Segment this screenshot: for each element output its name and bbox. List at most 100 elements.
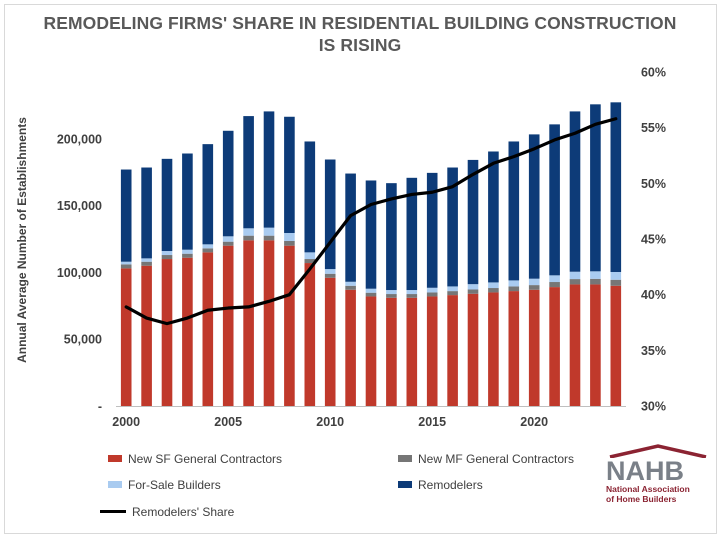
bar-mf-2007	[263, 235, 275, 241]
y2-tick-label: 40%	[641, 288, 666, 302]
bar-mf-2014	[406, 294, 418, 298]
bar-mf-2004	[202, 248, 214, 253]
chart-frame	[4, 4, 717, 534]
legend-swatch-remodelers	[398, 481, 412, 489]
bar-forsale-2014	[406, 290, 418, 295]
bar-sf-2013	[386, 297, 397, 406]
bar-mf-2020	[528, 285, 540, 290]
bar-mf-2011	[345, 285, 356, 290]
legend-swatch-mf	[398, 455, 412, 463]
bar-forsale-2001	[141, 258, 152, 262]
y-axis-title: Annual Average Number of Establishments	[15, 117, 29, 363]
bar-remodelers-2024	[610, 102, 622, 272]
bar-sf-2000	[120, 268, 132, 406]
legend-swatch-forsale	[108, 481, 122, 489]
bar-remodelers-2007	[263, 111, 275, 228]
bar-sf-2023	[590, 284, 601, 406]
bar-mf-2016	[447, 291, 458, 296]
bar-sf-2009	[304, 263, 316, 406]
bar-mf-2024	[610, 279, 622, 286]
bar-remodelers-2020	[528, 134, 540, 279]
bar-remodelers-2008	[284, 116, 295, 233]
bar-remodelers-2003	[182, 153, 193, 250]
bar-remodelers-2000	[120, 169, 132, 262]
y-tick-label: 200,000	[57, 132, 102, 146]
bar-sf-2021	[549, 287, 560, 406]
legend-swatch-sf	[108, 455, 122, 463]
bar-forsale-2002	[161, 251, 173, 256]
bar-sf-2001	[141, 265, 152, 406]
bar-sf-2016	[447, 295, 458, 406]
bar-sf-2005	[222, 245, 234, 406]
legend-item-mf: New MF General Contractors	[398, 452, 574, 466]
bar-mf-2005	[222, 241, 234, 246]
y-tick-label: 100,000	[57, 266, 102, 280]
bar-remodelers-2009	[304, 141, 316, 253]
bar-forsale-2016	[447, 286, 458, 292]
bar-sf-2006	[243, 240, 254, 406]
chart-title: REMODELING FIRMS' SHARE IN RESIDENTIAL B…	[40, 12, 680, 56]
bar-sf-2012	[365, 296, 377, 406]
bar-sf-2002	[161, 259, 173, 406]
bar-mf-2006	[243, 235, 254, 241]
bar-mf-2001	[141, 261, 152, 266]
nahb-logo-line-2: of Home Builders	[606, 494, 677, 504]
bar-forsale-2008	[284, 232, 295, 242]
bar-remodelers-2005	[222, 130, 234, 237]
y2-tick-label: 55%	[641, 121, 666, 135]
legend-item-sf: New SF General Contractors	[108, 452, 282, 466]
bar-mf-2010	[324, 273, 336, 278]
x-tick-label: 2000	[112, 415, 140, 429]
bar-forsale-2005	[222, 236, 234, 242]
chart-title-line-1: REMODELING FIRMS' SHARE IN RESIDENTIAL B…	[43, 13, 677, 33]
series-line-remodelers-share	[124, 117, 618, 326]
bar-remodelers-2006	[243, 116, 254, 229]
bar-forsale-2013	[386, 290, 397, 295]
bar-mf-2018	[488, 288, 499, 293]
bar-forsale-2019	[508, 280, 520, 287]
bar-sf-2011	[345, 289, 356, 406]
bar-forsale-2022	[569, 271, 581, 280]
bar-remodelers-2001	[141, 167, 152, 259]
bar-sf-2020	[528, 289, 540, 406]
bar-sf-2022	[569, 284, 581, 406]
bar-remodelers-2011	[345, 173, 356, 282]
bar-forsale-2000	[120, 261, 132, 265]
bar-sf-2024	[610, 285, 622, 406]
bar-remodelers-2015	[426, 172, 438, 288]
chart-title-line-2: IS RISING	[318, 35, 402, 55]
bar-sf-2014	[406, 297, 418, 406]
y2-tick-label: 45%	[641, 233, 666, 247]
y2-tick-label: 50%	[641, 177, 666, 191]
bar-forsale-2003	[182, 249, 193, 254]
bar-forsale-2009	[304, 252, 316, 260]
x-tick-label: 2015	[418, 415, 446, 429]
bar-forsale-2015	[426, 287, 438, 293]
bar-forsale-2010	[324, 269, 336, 274]
nahb-logo-word: NAHB	[606, 456, 684, 486]
x-tick-label: 2010	[316, 415, 344, 429]
bar-sf-2017	[467, 293, 479, 406]
bar-forsale-2020	[528, 278, 540, 286]
bar-remodelers-2012	[365, 180, 377, 289]
y2-tick-label: 60%	[641, 66, 666, 80]
bar-mf-2013	[386, 294, 397, 298]
legend-label-remodelers: Remodelers	[418, 478, 483, 492]
bar-mf-2002	[161, 255, 173, 260]
y2-tick-label: 35%	[641, 344, 666, 358]
bar-remodelers-2013	[386, 183, 397, 291]
bar-forsale-2021	[549, 275, 560, 283]
bar-remodelers-2019	[508, 141, 520, 281]
bar-mf-2015	[426, 292, 438, 297]
bar-sf-2015	[426, 296, 438, 406]
bar-forsale-2011	[345, 281, 356, 286]
y-tick-label: 150,000	[57, 199, 102, 213]
bar-forsale-2012	[365, 288, 377, 293]
bar-forsale-2007	[263, 227, 275, 236]
legend-label-sf: New SF General Contractors	[128, 452, 283, 466]
nahb-roof-icon	[609, 444, 707, 458]
bar-remodelers-2022	[569, 111, 581, 272]
bar-mf-2012	[365, 292, 377, 297]
bar-mf-2017	[467, 289, 479, 294]
bar-remodelers-2004	[202, 144, 214, 245]
